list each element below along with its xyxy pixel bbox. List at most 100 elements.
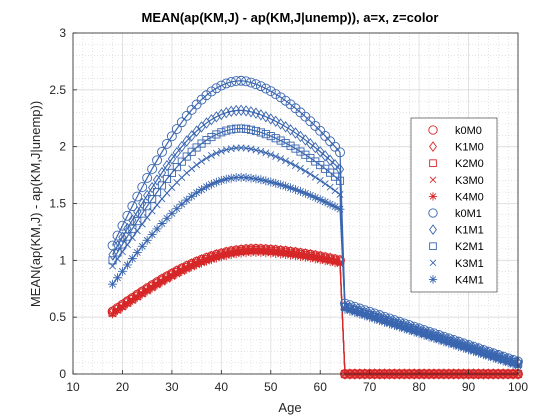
marker-x [262,149,270,157]
marker-square [246,125,256,134]
x-tick-label: 70 [363,380,377,394]
marker-square [429,242,437,251]
marker-asterisk [335,204,345,214]
marker-circle [236,75,247,86]
marker-asterisk [286,250,296,260]
x-tick-label: 100 [508,380,528,394]
marker-asterisk [384,319,394,329]
marker-asterisk [211,177,221,187]
marker-x [429,176,437,184]
marker-asterisk [266,248,276,258]
marker-x [272,153,280,160]
legend-item: k0M0 [428,125,482,137]
marker-asterisk [335,259,345,269]
marker-circle [270,89,281,100]
marker-asterisk [315,255,325,265]
marker-asterisk [325,199,335,209]
marker-asterisk [256,247,266,257]
marker-asterisk [142,286,152,296]
marker-x [336,190,344,198]
legend-box [410,117,498,293]
marker-square [281,139,290,148]
marker-x [296,164,304,172]
marker-diamond [182,135,191,147]
marker-x [143,214,151,221]
marker-asterisk [281,181,291,191]
legend-label: K2M1 [455,241,484,253]
marker-circle [181,110,192,121]
marker-square [113,248,122,257]
marker-asterisk [192,188,202,198]
marker-square [187,147,196,156]
marker-asterisk [483,351,493,361]
marker-diamond [266,113,275,125]
marker-diamond [251,107,261,119]
marker-asterisk [182,195,192,205]
marker-asterisk [508,359,518,369]
marker-asterisk [380,317,389,327]
marker-circle [147,164,158,174]
legend-label: K2M0 [455,158,484,170]
marker-asterisk [122,299,132,309]
legend-item: K3M0 [429,175,484,187]
y-tick-label: 1 [59,253,66,267]
marker-asterisk [340,304,350,314]
legend-item: k0M1 [428,208,482,220]
marker-asterisk [281,250,291,260]
marker-asterisk [419,330,429,340]
marker-circle [428,125,438,135]
marker-diamond [429,141,437,152]
marker-diamond [157,166,167,179]
marker-square [207,132,216,142]
marker-asterisk [454,342,464,352]
marker-square [202,136,211,145]
marker-circle [186,104,197,115]
x-tick-label: 40 [215,380,229,394]
marker-circle [176,117,187,128]
marker-diamond [316,145,325,158]
marker-square [143,202,152,211]
marker-diamond [271,115,280,128]
marker-circle [161,138,172,149]
marker-circle [166,131,177,142]
marker-square [212,130,221,139]
marker-asterisk [424,332,434,342]
marker-asterisk [271,248,281,258]
legend-item: K4M1 [428,274,484,286]
marker-x [148,207,156,215]
marker-square [291,144,300,153]
marker-asterisk [305,190,315,200]
marker-asterisk [464,345,474,355]
marker-circle [226,76,237,87]
marker-x [138,220,146,228]
marker-asterisk [231,173,241,183]
marker-circle [285,99,296,110]
marker-asterisk [202,182,211,192]
marker-diamond [291,127,300,139]
marker-asterisk [221,251,231,261]
marker-x [153,201,161,209]
legend-item: K4M0 [428,191,484,203]
marker-circle [265,86,276,97]
y-axis-title: MEAN(ap(KM,J) - ap(KM,J|unemp)) [28,101,43,307]
marker-circle [117,220,128,231]
marker-asterisk [221,174,231,184]
marker-asterisk [449,340,459,350]
marker-circle [231,76,242,86]
marker-diamond [311,141,320,154]
x-tick-label: 60 [314,380,328,394]
marker-circle [260,83,271,94]
marker-diamond [256,109,266,121]
marker-asterisk [310,254,320,264]
marker-square [331,172,340,181]
marker-asterisk [167,272,177,282]
marker-diamond [325,154,335,166]
legend-label: K3M0 [455,175,484,187]
marker-asterisk [428,275,438,284]
marker-diamond [429,224,437,235]
marker-asterisk [108,309,118,319]
x-tick-label: 80 [412,380,426,394]
marker-asterisk [127,254,137,264]
marker-asterisk [177,267,187,277]
marker-square [128,224,137,233]
